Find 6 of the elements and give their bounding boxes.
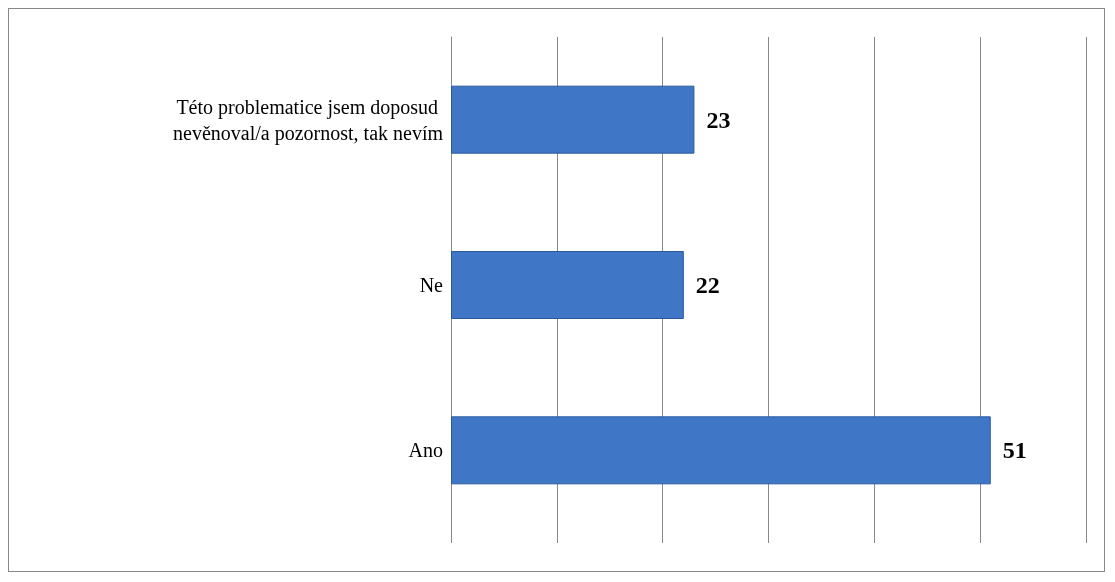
y-tick-label: Ano bbox=[408, 439, 443, 462]
y-tick-label: Této problematice jsem doposud nevěnoval/a pozornost, tak nevím bbox=[173, 95, 444, 145]
data-label: 22 bbox=[695, 272, 720, 298]
y-tick-label: Ne bbox=[419, 274, 444, 296]
data-label: 51 bbox=[1002, 437, 1027, 464]
data-label: 23 bbox=[706, 106, 731, 133]
